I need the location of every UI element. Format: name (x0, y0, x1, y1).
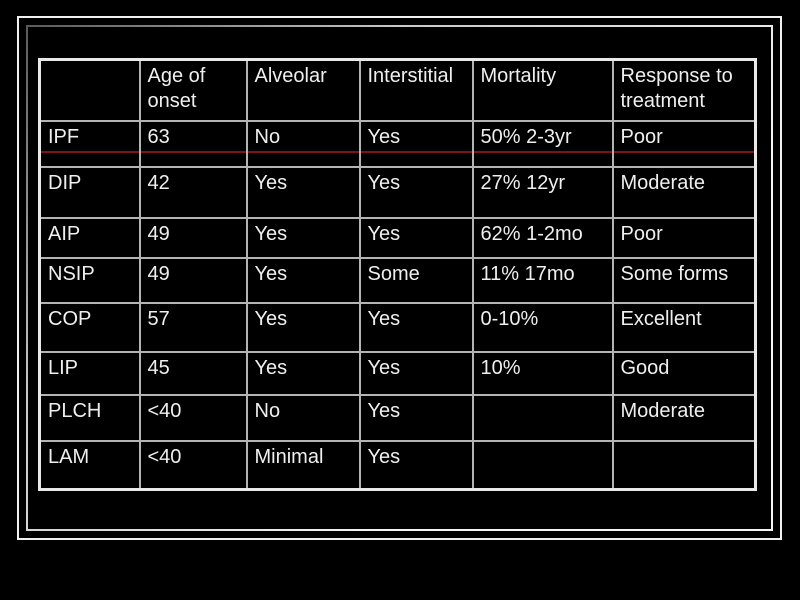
cell-age: 49 (138, 216, 248, 259)
cell-age: 45 (138, 350, 248, 396)
cell-mortality: 11% 17mo (471, 256, 614, 304)
cell-interstitial: Yes (358, 439, 474, 491)
cell-age: <40 (138, 439, 248, 491)
cell-alveolar: Yes (245, 301, 361, 353)
row-label: LIP (38, 350, 141, 396)
cell-age: 57 (138, 301, 248, 353)
row-label: DIP (38, 165, 141, 219)
cell-alveolar: No (245, 393, 361, 442)
cell-alveolar: Yes (245, 350, 361, 396)
cell-response: Moderate (611, 393, 757, 442)
row-label: LAM (38, 439, 141, 491)
column-header-alveolar: Alveolar (245, 58, 361, 122)
cell-interstitial: Yes (358, 393, 474, 442)
table-row-ipf: IPF 63 No Yes 50% 2-3yr Poor (38, 119, 757, 168)
cell-alveolar: No (245, 119, 361, 168)
cell-mortality: 0-10% (471, 301, 614, 353)
cell-alveolar: Yes (245, 165, 361, 219)
header-row: Age of onset Alveolar Interstitial Morta… (38, 58, 757, 122)
cell-alveolar: Yes (245, 256, 361, 304)
table-row-nsip: NSIP 49 Yes Some 11% 17mo Some forms (38, 256, 757, 304)
cell-mortality: 62% 1-2mo (471, 216, 614, 259)
cell-age: 63 (138, 119, 248, 168)
cell-response (611, 439, 757, 491)
column-header-response-to-treatment: Response to treatment (611, 58, 757, 122)
cell-alveolar: Yes (245, 216, 361, 259)
slide-outer-frame (17, 16, 782, 540)
cell-age: 49 (138, 256, 248, 304)
table-row-plch: PLCH <40 No Yes Moderate (38, 393, 757, 442)
cell-interstitial: Yes (358, 350, 474, 396)
cell-interstitial: Yes (358, 301, 474, 353)
table-row-dip: DIP 42 Yes Yes 27% 12yr Moderate (38, 165, 757, 219)
cell-mortality: 27% 12yr (471, 165, 614, 219)
cell-response: Excellent (611, 301, 757, 353)
row-label: NSIP (38, 256, 141, 304)
cell-mortality: 50% 2-3yr (471, 119, 614, 168)
cell-response: Poor (611, 119, 757, 168)
cell-alveolar: Minimal (245, 439, 361, 491)
cell-age: 42 (138, 165, 248, 219)
column-header-mortality: Mortality (471, 58, 614, 122)
column-header-age-of-onset: Age of onset (138, 58, 248, 122)
cell-interstitial: Yes (358, 165, 474, 219)
cell-response: Moderate (611, 165, 757, 219)
table-row-lip: LIP 45 Yes Yes 10% Good (38, 350, 757, 396)
cell-interstitial: Yes (358, 216, 474, 259)
column-header-blank (38, 58, 141, 122)
cell-interstitial: Yes (358, 119, 474, 168)
row-label: IPF (38, 119, 141, 168)
table-row-lam: LAM <40 Minimal Yes (38, 439, 757, 491)
cell-response: Poor (611, 216, 757, 259)
cell-mortality (471, 439, 614, 491)
cell-interstitial: Some (358, 256, 474, 304)
cell-age: <40 (138, 393, 248, 442)
cell-response: Some forms (611, 256, 757, 304)
table-row-cop: COP 57 Yes Yes 0-10% Excellent (38, 301, 757, 353)
column-header-interstitial: Interstitial (358, 58, 474, 122)
row-label: COP (38, 301, 141, 353)
cell-mortality: 10% (471, 350, 614, 396)
disease-comparison-table: Age of onset Alveolar Interstitial Morta… (38, 58, 757, 491)
cell-response: Good (611, 350, 757, 396)
row-label: AIP (38, 216, 141, 259)
cell-mortality (471, 393, 614, 442)
row-label: PLCH (38, 393, 141, 442)
table-row-aip: AIP 49 Yes Yes 62% 1-2mo Poor (38, 216, 757, 259)
